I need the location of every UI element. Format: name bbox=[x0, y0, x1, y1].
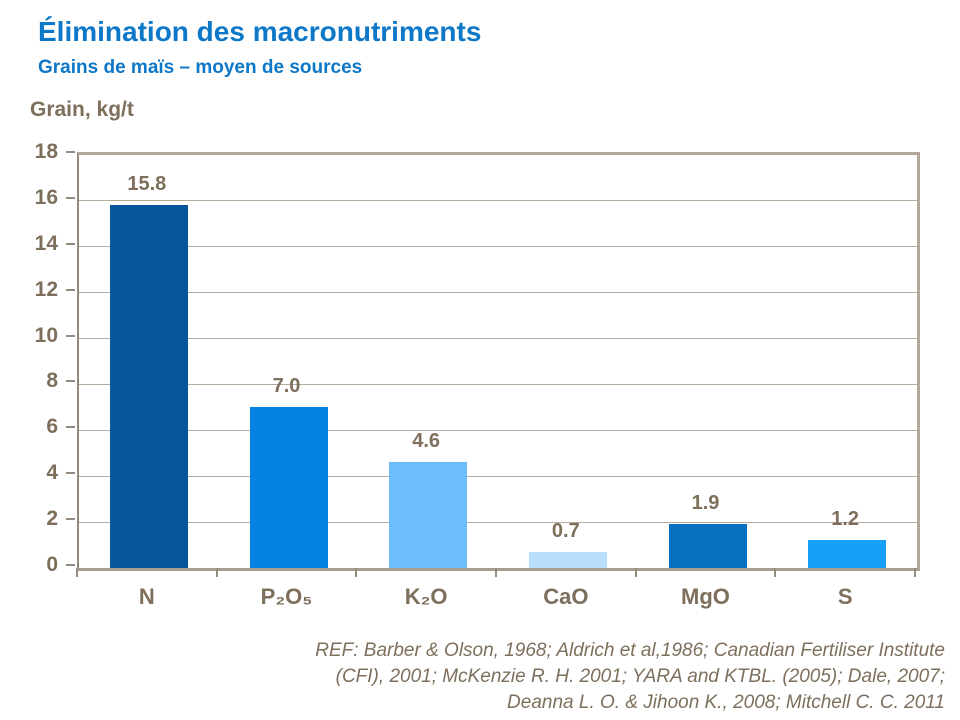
y-axis-tick bbox=[66, 151, 75, 153]
bar-1 bbox=[249, 407, 328, 568]
reference-line: REF: Barber & Olson, 1968; Aldrich et al… bbox=[315, 640, 945, 661]
bar-value-label: 1.9 bbox=[691, 492, 720, 515]
x-axis-tick bbox=[774, 568, 777, 577]
y-axis-tick bbox=[66, 196, 75, 199]
gridline bbox=[79, 521, 917, 523]
bar-value-label: 7.0 bbox=[272, 375, 301, 398]
x-axis-category-label: MgO bbox=[681, 584, 730, 609]
y-axis-tick-label: 8 bbox=[46, 369, 58, 393]
gridline bbox=[79, 200, 917, 202]
y-axis-tick bbox=[66, 564, 75, 566]
page-title: Élimination des macronutriments bbox=[38, 16, 482, 47]
x-axis-category-label: S bbox=[837, 584, 853, 609]
y-axis-tick-label: 4 bbox=[46, 461, 58, 485]
bar-4 bbox=[668, 524, 747, 568]
y-axis-tick bbox=[66, 380, 75, 383]
y-axis-tick bbox=[66, 518, 75, 521]
bar-value-label: 4.6 bbox=[412, 430, 441, 453]
gridline bbox=[79, 246, 917, 248]
y-axis-title: Grain, kg/t bbox=[30, 98, 134, 121]
bar-2 bbox=[389, 462, 468, 568]
reference-text: REF: Barber & Olson, 1968; Aldrich et al… bbox=[125, 638, 945, 716]
y-axis-tick-label: 0 bbox=[46, 553, 58, 576]
y-axis-tick-label: 2 bbox=[46, 507, 58, 531]
y-axis-tick bbox=[66, 472, 75, 475]
y-axis-tick bbox=[66, 242, 75, 245]
gridline bbox=[79, 475, 917, 477]
gridline bbox=[79, 292, 917, 294]
y-axis-tick-label: 18 bbox=[34, 140, 58, 163]
x-axis-category-label: N bbox=[138, 584, 155, 609]
x-axis-category-label: P₂O₅ bbox=[260, 584, 313, 609]
y-axis-tick-label: 12 bbox=[34, 277, 58, 301]
y-axis-tick-label: 16 bbox=[34, 185, 58, 209]
bar-value-label: 1.2 bbox=[831, 508, 860, 531]
gridline bbox=[79, 338, 917, 340]
bar-value-label: 15.8 bbox=[127, 173, 167, 196]
x-axis-tick bbox=[495, 568, 497, 577]
bar-3 bbox=[528, 551, 607, 568]
x-axis-category-label: K₂O bbox=[404, 584, 448, 609]
page-subtitle: Grains de maïs – moyen de sources bbox=[38, 57, 363, 78]
y-axis-tick bbox=[66, 288, 75, 291]
y-axis-tick bbox=[66, 426, 75, 429]
gridline bbox=[79, 383, 917, 385]
x-axis-tick bbox=[355, 568, 358, 577]
bar-0 bbox=[109, 205, 188, 568]
y-axis-tick-label: 6 bbox=[46, 415, 58, 439]
bar-5 bbox=[808, 540, 887, 568]
reference-line: (CFI), 2001; McKenzie R. H. 2001; YARA a… bbox=[335, 666, 945, 687]
bar-value-label: 0.7 bbox=[551, 519, 580, 542]
y-axis-tick-label: 14 bbox=[34, 231, 58, 255]
y-axis-tick bbox=[66, 334, 75, 337]
x-axis-tick bbox=[914, 568, 916, 577]
gridline bbox=[79, 429, 917, 431]
reference-line: Deanna L. O. & Jihoon K., 2008; Mitchell… bbox=[507, 692, 945, 713]
x-axis-tick bbox=[215, 568, 218, 577]
chart-plot-area bbox=[77, 152, 920, 571]
x-axis-category-label: CaO bbox=[543, 584, 589, 609]
x-axis-tick bbox=[76, 568, 78, 577]
x-axis-tick bbox=[634, 568, 637, 577]
y-axis-tick-label: 10 bbox=[34, 323, 58, 347]
